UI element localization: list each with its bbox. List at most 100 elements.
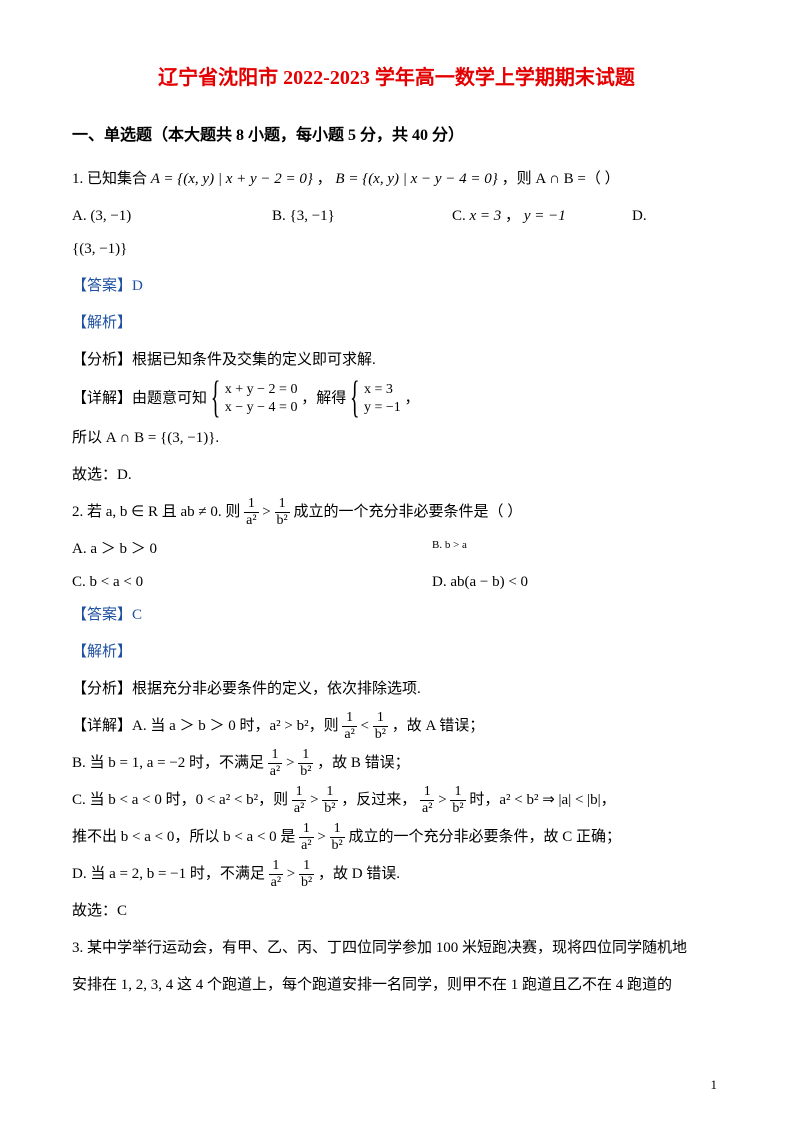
frac-num: 1	[244, 496, 258, 512]
q1-pre: 1. 已知集合	[72, 171, 151, 187]
q1-detail-pre: 【详解】由题意可知	[72, 391, 207, 407]
q2-detC2-post: 成立的一个充分非必要条件，故 C 正确；	[349, 829, 622, 845]
frac: 1a²	[292, 784, 306, 816]
gt: >	[286, 755, 298, 771]
q1-setB: B = {(x, y) | x − y − 4 = 0}	[335, 171, 497, 187]
q3-line2: 安排在 1, 2, 3, 4 这 4 个跑道上，每个跑道安排一名同学，则甲不在 …	[72, 969, 721, 1002]
q1-optC-eq2: y = −1	[524, 208, 566, 224]
page-title: 辽宁省沈阳市 2022-2023 学年高一数学上学期期末试题	[72, 56, 721, 100]
exam-page: 辽宁省沈阳市 2022-2023 学年高一数学上学期期末试题 一、单选题（本大题…	[0, 0, 793, 1122]
d: b²	[299, 875, 314, 890]
q2-detC: C. 当 b < a < 0 时，0 < a² < b²，则 1a² > 1b²…	[72, 784, 721, 817]
q1-stem: 1. 已知集合 A = {(x, y) | x + y − 2 = 0} ， B…	[72, 163, 721, 196]
frac: 1a²	[420, 784, 434, 816]
gt: >	[310, 792, 322, 808]
q1-optC-mid: ，	[505, 208, 520, 224]
d: a²	[299, 838, 313, 853]
section-heading: 一、单选题（本大题共 8 小题，每小题 5 分，共 40 分）	[72, 118, 721, 153]
gt: >	[438, 792, 450, 808]
q2-optB: B. b > a	[432, 533, 721, 566]
q1-optB: B. {3, −1}	[272, 200, 452, 233]
q2-pick: 故选：C	[72, 895, 721, 928]
q2-gt: >	[262, 504, 274, 520]
frac-den: a²	[244, 513, 258, 528]
n: 1	[299, 858, 314, 874]
page-number: 1	[711, 1071, 718, 1100]
q1-optA: A. (3, −1)	[72, 200, 272, 233]
q2-detC2: 推不出 b < a < 0，所以 b < a < 0 是 1a² > 1b² 成…	[72, 821, 721, 854]
q1-optC-eq1: x = 3	[470, 208, 502, 224]
n: 1	[298, 747, 313, 763]
q3-line1: 3. 某中学举行运动会，有甲、乙、丙、丁四位同学参加 100 米短跑决赛，现将四…	[72, 932, 721, 965]
n: 1	[292, 784, 306, 800]
d: b²	[373, 727, 388, 742]
q1-pick: 故选：D.	[72, 459, 721, 492]
q2-optD: D. ab(a − b) < 0	[432, 566, 721, 599]
q1-options: A. (3, −1) B. {3, −1} C. x = 3 ， y = −1 …	[72, 200, 721, 233]
d: a²	[420, 801, 434, 816]
gt: >	[317, 829, 329, 845]
q1-analysis: 【分析】根据已知条件及交集的定义即可求解.	[72, 344, 721, 377]
n: 1	[330, 821, 345, 837]
n: 1	[373, 710, 388, 726]
q2-frac-r: 1 b²	[275, 496, 290, 528]
d: b²	[450, 801, 465, 816]
frac: 1b²	[373, 710, 388, 742]
q2-detB: B. 当 b = 1, a = −2 时，不满足 1a² > 1b² ，故 B …	[72, 747, 721, 780]
q1-post: ，则 A ∩ B =（ ）	[502, 171, 620, 187]
q2-detC2-pre: 推不出 b < a < 0，所以 b < a < 0 是	[72, 829, 299, 845]
frac: 1b²	[330, 821, 345, 853]
q1-sys1b: x − y − 4 = 0	[225, 399, 298, 417]
d: a²	[292, 801, 306, 816]
frac: 1b²	[298, 747, 313, 779]
n: 1	[269, 858, 283, 874]
q2-detA-lt: <	[361, 718, 373, 734]
q2-detB-pre: B. 当 b = 1, a = −2 时，不满足	[72, 755, 268, 771]
q1-optD: D.	[632, 200, 692, 233]
q1-detail: 【详解】由题意可知 x + y − 2 = 0 x − y − 4 = 0 ，解…	[72, 381, 721, 417]
q2-post: 成立的一个充分非必要条件是（ ）	[293, 504, 522, 520]
q2-optC: C. b < a < 0	[72, 566, 432, 599]
q2-detC-mid1: ，反过来，	[341, 792, 416, 808]
d: a²	[268, 764, 282, 779]
q1-optD-line2: {(3, −1)}	[72, 233, 721, 266]
q2-detA-post: ，故 A 错误；	[392, 718, 485, 734]
n: 1	[299, 821, 313, 837]
q2-stem: 2. 若 a, b ∈ R 且 ab ≠ 0. 则 1 a² > 1 b² 成立…	[72, 496, 721, 529]
q1-optC-pre: C.	[452, 208, 470, 224]
q1-answer: 【答案】D	[72, 270, 721, 303]
q2-analysis: 【分析】根据充分非必要条件的定义，依次排除选项.	[72, 673, 721, 706]
q2-detA: 【详解】A. 当 a ＞ b ＞ 0 时，a² > b²，则 1a² < 1b²…	[72, 710, 721, 743]
n: 1	[420, 784, 434, 800]
q2-detD-post: ，故 D 错误.	[318, 866, 400, 882]
q2-detD-pre: D. 当 a = 2, b = −1 时，不满足	[72, 866, 269, 882]
q1-sys1: x + y − 2 = 0 x − y − 4 = 0	[211, 381, 298, 417]
q2-opts-row2: C. b < a < 0 D. ab(a − b) < 0	[72, 566, 721, 599]
q1-sys1a: x + y − 2 = 0	[225, 381, 298, 399]
d: b²	[322, 801, 337, 816]
q2-detC-mid2: 时，a² < b² ⇒ |a| < |b|，	[469, 792, 615, 808]
q2-frac-l: 1 a²	[244, 496, 258, 528]
n: 1	[342, 710, 356, 726]
q1-sys2b: y = −1	[364, 399, 401, 417]
d: b²	[330, 838, 345, 853]
frac: 1b²	[299, 858, 314, 890]
d: a²	[342, 727, 356, 742]
q2-opts-row1: A. a ＞ b ＞ 0 B. b > a	[72, 533, 721, 566]
q2-optA: A. a ＞ b ＞ 0	[72, 533, 432, 566]
q1-detail-post: ，	[405, 391, 420, 407]
n: 1	[268, 747, 282, 763]
q2-detB-post: ，故 B 错误；	[317, 755, 410, 771]
q1-so: 所以 A ∩ B = {(3, −1)}.	[72, 422, 721, 455]
q2-pre: 2. 若 a, b ∈ R 且 ab ≠ 0. 则	[72, 504, 244, 520]
frac-den: b²	[275, 513, 290, 528]
frac: 1b²	[450, 784, 465, 816]
n: 1	[322, 784, 337, 800]
q1-sys2: x = 3 y = −1	[350, 381, 401, 417]
frac: 1a²	[269, 858, 283, 890]
d: b²	[298, 764, 313, 779]
frac: 1a²	[342, 710, 356, 742]
q2-detA-pre: 【详解】A. 当 a ＞ b ＞ 0 时，a² > b²，则	[72, 718, 342, 734]
q1-jiexi: 【解析】	[72, 307, 721, 340]
q1-setA: A = {(x, y) | x + y − 2 = 0}	[151, 171, 313, 187]
